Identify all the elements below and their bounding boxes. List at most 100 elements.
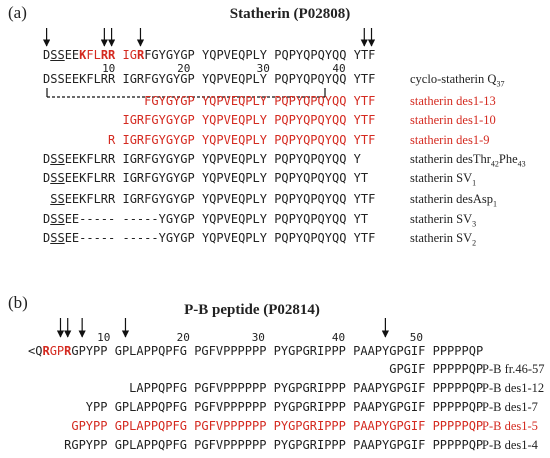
sequence: DSSEE----- -----YGYGP YQPVEQPLY PQPYQPQY… (43, 212, 368, 226)
peptide-name: P-B des1-12 (482, 381, 544, 395)
name-segment: statherin desAsp (410, 192, 493, 206)
sequence-segment: EEKFLRR IGRFGYGYGP YQPVEQPLY PQPYQPQYQQ … (64, 152, 361, 166)
sequence-segment: DSSEEKFLRR IGRFGYGYGP YQPVEQPLY PQPYQPQY… (43, 72, 376, 86)
sequence-segment: R (64, 344, 72, 358)
sequence-segment: RGPYPP GPLAPPQPFG PGFVPPPPPP PYGPGRIPPP … (28, 438, 484, 452)
panel-label: (b) (8, 293, 28, 312)
name-segment: 42 (490, 159, 499, 169)
sequence: FGYGYGP YQPVEQPLY PQPYQPQYQQ YTF (43, 94, 375, 108)
sequence-segment: FL (86, 48, 101, 62)
sequence: RGPYPP GPLAPPQPFG PGFVPPPPPP PYGPGRIPPP … (28, 438, 483, 452)
name-segment: cyclo-statherin Q (410, 72, 497, 86)
position-number: 20 (177, 62, 191, 75)
sequence-segment: FGYGYGP YQPVEQPLY PQPYQPQYQQ YTF (144, 48, 376, 62)
sequence-segment: GPYPP GPLAPPQPFG PGFVPPPPPP PYGPGRIPPP P… (71, 344, 484, 358)
sequence-segment: EE (64, 48, 80, 62)
peptide-name: P-B des1-4 (482, 438, 538, 452)
peptide-name: statherin des1-10 (410, 113, 496, 127)
sequence-segment: D (43, 171, 51, 185)
sequence-segment: <Q (28, 344, 43, 358)
position-number: 40 (331, 331, 346, 344)
sequence-segment: GPYPP GPLAPPQPFG PGFVPPPPPP PYGPGRIPPP P… (28, 419, 484, 433)
sequence-segment: D (43, 212, 51, 226)
sequence: YPP GPLAPPQPFG PGFVPPPPPP PYGPGRIPPP PAA… (28, 400, 483, 414)
sequence-segment: SS (50, 192, 65, 206)
peptide-name: P-B fr.46-57 (482, 362, 545, 376)
sequence-segment: RR (100, 48, 116, 62)
name-segment: 2 (472, 238, 477, 248)
sequence-segment: IGRFGYGYGP YQPVEQPLY PQPYQPQYQQ YTF (43, 113, 376, 127)
name-segment: Phe (498, 152, 518, 166)
sequence: DSSEE----- -----YGYGP YQPVEQPLY PQPYQPQY… (43, 231, 375, 245)
peptide-name: statherin SV1 (410, 171, 477, 188)
sequence-segment: R IGRFGYGYGP YQPVEQPLY PQPYQPQYQQ YTF (43, 133, 376, 147)
sequence-segment: R (136, 48, 145, 62)
sequence: GPYPP GPLAPPQPFG PGFVPPPPPP PYGPGRIPPP P… (28, 419, 483, 433)
sequence-segment: K (79, 48, 87, 62)
panel-label: (a) (8, 3, 27, 22)
sequence-segment: LAPPQPFG PGFVPPPPPP PYGPGRIPPP PAAPYGPGI… (28, 381, 484, 395)
name-segment: statherin SV (410, 171, 473, 185)
peptide-name: statherin desThr42Phe43 (410, 152, 526, 169)
sequence-segment: SS (50, 212, 65, 226)
peptide-name: statherin SV3 (410, 212, 477, 229)
sequence: DSSEEKFLRR IGRFGYGYGP YQPVEQPLY PQPYQPQY… (43, 48, 375, 62)
position-number: 20 (176, 331, 190, 344)
name-segment: statherin des1-10 (410, 113, 496, 127)
name-segment: statherin SV (410, 212, 473, 226)
sequence-segment: D (43, 48, 51, 62)
peptide-name: P-B des1-7 (482, 400, 538, 414)
sequence-segment: IG (115, 48, 137, 62)
name-segment: P-B fr.46-57 (482, 362, 545, 376)
sequence-segment: GP (49, 344, 65, 358)
sequence-segment: GPGIF PPPPPQP (28, 362, 484, 376)
position-number: 30 (256, 62, 270, 75)
panel-title: P-B peptide (P02814) (184, 302, 320, 318)
sequence-segment: SS (50, 231, 65, 245)
sequence: DSSEEKFLRR IGRFGYGYGP YQPVEQPLY PQPYQPQY… (43, 171, 368, 185)
sequence-segment: YPP GPLAPPQPFG PGFVPPPPPP PYGPGRIPPP PAA… (28, 400, 484, 414)
peptide-name: statherin des1-9 (410, 133, 490, 147)
name-segment: P-B des1-5 (482, 419, 538, 433)
name-segment: 1 (472, 178, 477, 188)
position-number: 40 (332, 62, 346, 75)
sequence: LAPPQPFG PGFVPPPPPP PYGPGRIPPP PAAPYGPGI… (28, 381, 483, 395)
sequence-segment: SS (50, 152, 65, 166)
position-number: 10 (102, 62, 116, 75)
name-segment: statherin desThr (410, 152, 491, 166)
name-segment: 1 (492, 199, 497, 209)
sequence-segment: EE----- -----YGYGP YQPVEQPLY PQPYQPQYQQ … (64, 231, 376, 245)
peptide-name: P-B des1-5 (482, 419, 538, 433)
panel-title: Statherin (P02808) (229, 6, 351, 22)
sequence: <QRGPRGPYPP GPLAPPQPFG PGFVPPPPPP PYGPGR… (28, 344, 483, 358)
sequence-segment: FGYGYGP YQPVEQPLY PQPYQPQYQQ YTF (43, 94, 376, 108)
name-segment: statherin des1-13 (410, 94, 496, 108)
name-segment: P-B des1-4 (482, 438, 538, 452)
sequence-segment: D (43, 152, 51, 166)
peptide-name: cyclo-statherin Q37 (410, 72, 505, 89)
name-segment: P-B des1-12 (482, 381, 545, 395)
sequence-segment: EEKFLRR IGRFGYGYGP YQPVEQPLY PQPYQPQYQQ … (64, 171, 369, 185)
sequence-segment: D (43, 231, 51, 245)
sequence-segment: R (42, 344, 50, 358)
sequence-segment: EEKFLRR IGRFGYGYGP YQPVEQPLY PQPYQPQYQQ … (64, 192, 376, 206)
sequence-segment: SS (50, 171, 65, 185)
name-segment: statherin SV (410, 231, 473, 245)
sequence: R IGRFGYGYGP YQPVEQPLY PQPYQPQYQQ YTF (43, 133, 375, 147)
name-segment: P-B des1-7 (482, 400, 538, 414)
sequence-segment: SS (50, 48, 65, 62)
peptide-name: statherin des1-13 (410, 94, 496, 108)
sequence: SSEEKFLRR IGRFGYGYGP YQPVEQPLY PQPYQPQYQ… (43, 192, 375, 206)
name-segment: 37 (496, 79, 505, 89)
sequence: GPGIF PPPPPQP (28, 362, 483, 376)
position-number: 30 (251, 331, 265, 344)
position-number: 10 (97, 331, 111, 344)
sequence-segment: EE----- -----YGYGP YQPVEQPLY PQPYQPQYQQ … (64, 212, 369, 226)
sequence: DSSEEKFLRR IGRFGYGYGP YQPVEQPLY PQPYQPQY… (43, 152, 361, 166)
name-segment: 3 (472, 219, 477, 229)
sequence: IGRFGYGYGP YQPVEQPLY PQPYQPQYQQ YTF (43, 113, 375, 127)
sequence: DSSEEKFLRR IGRFGYGYGP YQPVEQPLY PQPYQPQY… (43, 72, 375, 86)
peptide-name: statherin SV2 (410, 231, 477, 248)
